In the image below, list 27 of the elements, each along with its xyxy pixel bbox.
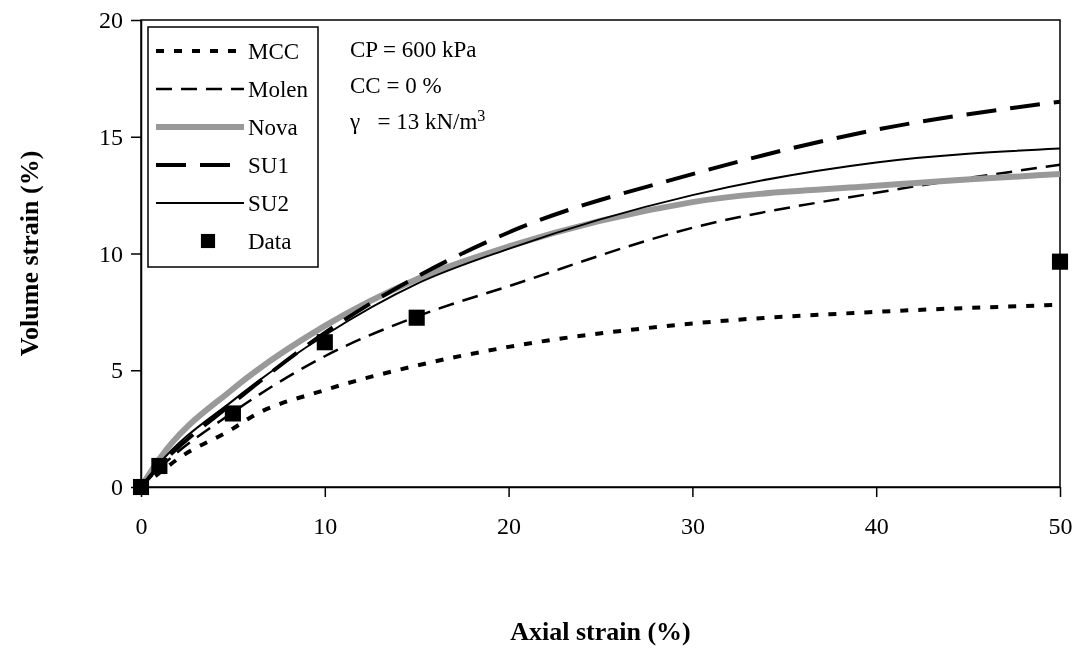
y-tick-label: 10 [99, 240, 123, 267]
point [151, 457, 168, 475]
x-tick-label: 0 [135, 512, 148, 539]
y-tick-label: 5 [111, 357, 123, 384]
point [1051, 253, 1069, 270]
x-tick-label: 20 [497, 512, 522, 539]
legend-label: Nova [248, 115, 298, 140]
legend-label: MCC [248, 39, 300, 64]
annotation: CC = 0 % [350, 73, 442, 98]
x-tick-label: 30 [680, 512, 705, 539]
annotation: CP = 600 kPa [350, 37, 477, 62]
point [224, 405, 241, 422]
y-tick-label: 15 [99, 123, 123, 150]
x-tick-label: 10 [313, 512, 338, 539]
point [408, 309, 425, 326]
y-tick-label: 20 [99, 7, 123, 34]
y-axis-title: Volume strain (%) [15, 150, 44, 357]
legend-label: Molen [248, 77, 309, 102]
point [316, 334, 333, 351]
y-tick-label: 0 [111, 474, 123, 501]
legend-label: SU1 [248, 153, 289, 178]
legend-label: SU2 [248, 191, 289, 216]
annotation: γ = 13 kN/m$^{3}$ [349, 106, 486, 134]
x-axis-title: Axial strain (%) [510, 617, 691, 646]
legend-label: Data [248, 229, 292, 254]
x-tick-label: 50 [1048, 512, 1073, 539]
x-tick-label: 40 [864, 512, 889, 539]
